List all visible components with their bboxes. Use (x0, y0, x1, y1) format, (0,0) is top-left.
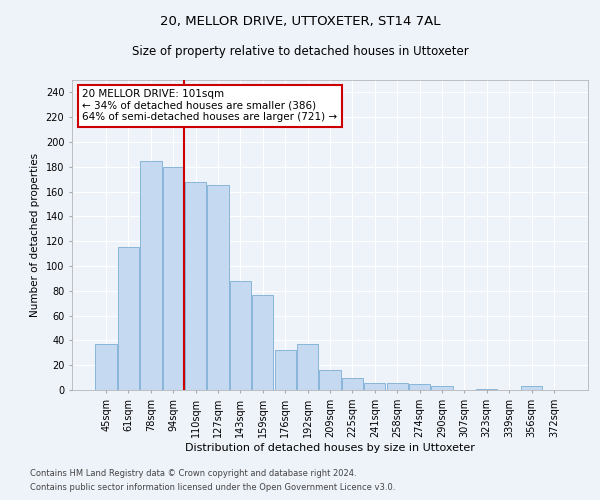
Bar (364, 382, 385, 390)
Text: 20, MELLOR DRIVE, UTTOXETER, ST14 7AL: 20, MELLOR DRIVE, UTTOXETER, ST14 7AL (160, 15, 440, 28)
Bar (140, 160, 161, 390)
Bar (95, 344, 117, 390)
Text: Contains public sector information licensed under the Open Government Licence v3: Contains public sector information licen… (30, 484, 395, 492)
Bar (319, 370, 341, 390)
Bar (252, 294, 274, 390)
Bar (275, 350, 296, 390)
Text: 20 MELLOR DRIVE: 101sqm
← 34% of detached houses are smaller (386)
64% of semi-d: 20 MELLOR DRIVE: 101sqm ← 34% of detache… (82, 90, 337, 122)
Bar (431, 386, 452, 390)
Bar (476, 389, 497, 390)
Bar (342, 378, 363, 390)
Bar (230, 281, 251, 390)
Bar (297, 344, 318, 390)
Bar (118, 248, 139, 390)
Text: Contains HM Land Registry data © Crown copyright and database right 2024.: Contains HM Land Registry data © Crown c… (30, 468, 356, 477)
Bar (409, 384, 430, 390)
Y-axis label: Number of detached properties: Number of detached properties (30, 153, 40, 317)
Bar (208, 186, 229, 390)
Bar (185, 182, 206, 390)
Text: Size of property relative to detached houses in Uttoxeter: Size of property relative to detached ho… (131, 45, 469, 58)
Bar (521, 386, 542, 390)
Bar (163, 167, 184, 390)
Bar (386, 382, 408, 390)
X-axis label: Distribution of detached houses by size in Uttoxeter: Distribution of detached houses by size … (185, 442, 475, 452)
